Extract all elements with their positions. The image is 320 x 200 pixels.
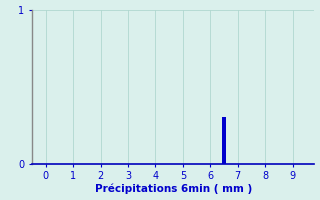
X-axis label: Précipitations 6min ( mm ): Précipitations 6min ( mm ) — [95, 184, 252, 194]
Bar — [222, 117, 226, 164]
